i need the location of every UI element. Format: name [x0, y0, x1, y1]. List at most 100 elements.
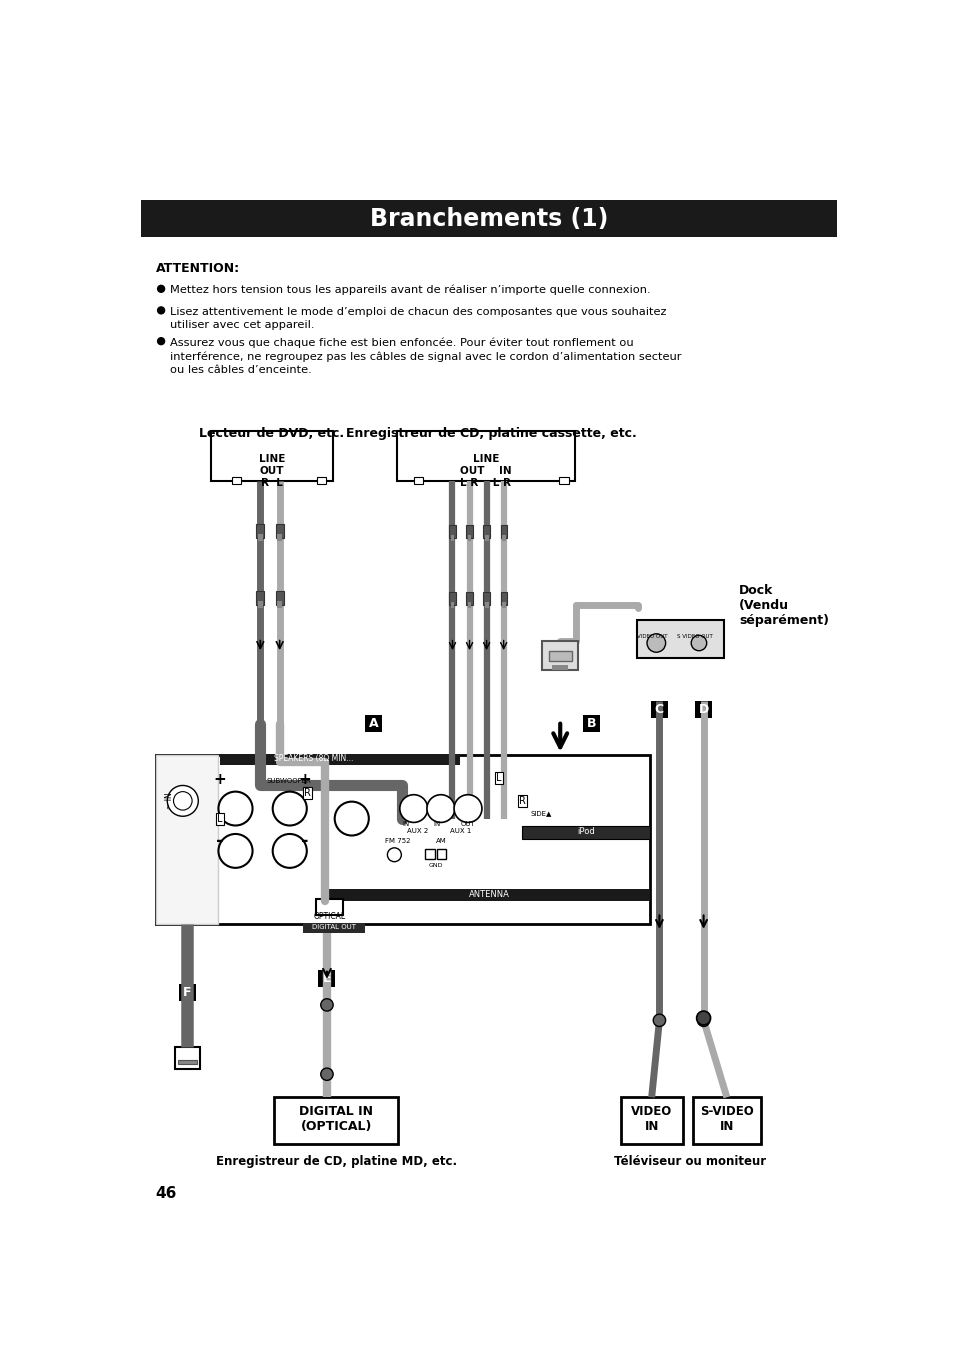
Text: utiliser avec cet appareil.: utiliser avec cet appareil.: [171, 321, 314, 330]
Bar: [275, 590, 283, 604]
Text: R: R: [518, 795, 525, 806]
Bar: [436, 849, 446, 859]
Text: S-VIDEO
IN: S-VIDEO IN: [700, 1105, 753, 1132]
Bar: [466, 526, 472, 538]
Bar: [414, 477, 422, 484]
Circle shape: [399, 795, 427, 822]
Bar: [316, 477, 326, 484]
Bar: [637, 620, 723, 658]
Text: interférence, ne regroupez pas les câbles de signal avec le cordon d’alimentatio: interférence, ne regroupez pas les câble…: [171, 352, 681, 361]
Circle shape: [696, 1011, 710, 1024]
Circle shape: [157, 286, 165, 293]
Text: LINE
OUT    IN
L R    L R: LINE OUT IN L R L R: [459, 454, 511, 488]
Circle shape: [387, 848, 401, 861]
Bar: [483, 526, 489, 538]
Text: -: -: [301, 832, 309, 849]
Bar: [365, 714, 381, 732]
Text: ~ IN: ~ IN: [165, 793, 173, 809]
Text: SIDE▲: SIDE▲: [531, 810, 552, 816]
Bar: [318, 971, 335, 987]
Bar: [466, 592, 472, 604]
Text: Mettez hors tension tous les appareils avant de réaliser n’importe quelle connex: Mettez hors tension tous les appareils a…: [171, 284, 650, 295]
Bar: [500, 526, 506, 538]
Bar: [450, 535, 454, 541]
Bar: [277, 601, 282, 608]
Text: Lisez attentivement le mode d’emploi de chacun des composantes que vous souhaite: Lisez attentivement le mode d’emploi de …: [171, 306, 666, 317]
Bar: [178, 1060, 196, 1064]
Bar: [501, 535, 505, 541]
Circle shape: [173, 791, 192, 810]
Text: Enregistreur de CD, platine MD, etc.: Enregistreur de CD, platine MD, etc.: [215, 1155, 456, 1169]
Bar: [484, 535, 488, 541]
Bar: [558, 477, 568, 484]
Bar: [449, 592, 456, 604]
Bar: [155, 755, 217, 925]
Text: 46: 46: [155, 1186, 177, 1201]
Bar: [396, 431, 575, 481]
Text: DIGITAL IN
(OPTICAL): DIGITAL IN (OPTICAL): [299, 1105, 373, 1132]
Text: L: L: [217, 814, 222, 824]
Text: E: E: [322, 972, 331, 985]
Bar: [500, 592, 506, 604]
Circle shape: [273, 791, 307, 825]
Bar: [650, 701, 667, 717]
Bar: [542, 640, 578, 670]
Circle shape: [691, 635, 706, 651]
Text: S VIDEO OUT: S VIDEO OUT: [677, 634, 712, 639]
Bar: [179, 984, 195, 1002]
Circle shape: [157, 307, 165, 314]
Text: Lecteur de DVD, etc.: Lecteur de DVD, etc.: [199, 427, 344, 441]
Text: DIGITAL OUT: DIGITAL OUT: [312, 925, 355, 930]
Text: FM 752: FM 752: [385, 838, 411, 844]
Text: Téléviseur ou moniteur: Téléviseur ou moniteur: [614, 1155, 765, 1169]
Circle shape: [427, 795, 455, 822]
Text: +: +: [298, 772, 312, 787]
Bar: [141, 201, 836, 237]
Text: AUX 2: AUX 2: [407, 828, 428, 834]
Bar: [257, 601, 262, 608]
Circle shape: [218, 791, 253, 825]
Text: LINE
OUT
R  L: LINE OUT R L: [258, 454, 285, 488]
Text: F: F: [183, 987, 192, 999]
Text: B: B: [586, 717, 596, 729]
Circle shape: [157, 338, 165, 345]
Bar: [220, 754, 459, 764]
Circle shape: [697, 1014, 709, 1026]
Text: -: -: [216, 832, 224, 849]
Text: C: C: [654, 702, 663, 716]
Bar: [552, 666, 567, 670]
Circle shape: [218, 834, 253, 868]
Circle shape: [646, 634, 665, 652]
Bar: [232, 477, 241, 484]
Circle shape: [320, 1068, 333, 1080]
Text: SUBWOOFER: SUBWOOFER: [266, 778, 311, 783]
Text: +: +: [213, 772, 226, 787]
Bar: [328, 890, 649, 900]
Text: Enregistreur de CD, platine cassette, etc.: Enregistreur de CD, platine cassette, et…: [346, 427, 636, 441]
Bar: [277, 534, 282, 541]
Text: ou les câbles d’enceinte.: ou les câbles d’enceinte.: [171, 365, 312, 375]
Text: GND: GND: [428, 863, 442, 868]
Text: R: R: [304, 789, 311, 798]
Bar: [582, 714, 599, 732]
Bar: [467, 535, 471, 541]
Bar: [315, 899, 343, 915]
Bar: [692, 1097, 760, 1143]
Text: IN: IN: [402, 821, 409, 826]
Text: VIDEO
IN: VIDEO IN: [630, 1105, 672, 1132]
Text: ATTENTION:: ATTENTION:: [155, 262, 239, 275]
Circle shape: [320, 999, 333, 1011]
Bar: [548, 651, 571, 661]
Text: OUT: OUT: [460, 821, 475, 826]
Bar: [155, 755, 649, 925]
Bar: [275, 523, 283, 538]
Text: Dock
(Vendu
séparément): Dock (Vendu séparément): [739, 584, 828, 627]
Circle shape: [653, 1014, 665, 1026]
Bar: [274, 1097, 397, 1143]
Bar: [257, 534, 262, 541]
Circle shape: [167, 786, 198, 817]
Circle shape: [335, 802, 369, 836]
Text: iPod: iPod: [577, 828, 594, 836]
Text: Branchements (1): Branchements (1): [370, 206, 607, 231]
Text: D: D: [698, 702, 708, 716]
